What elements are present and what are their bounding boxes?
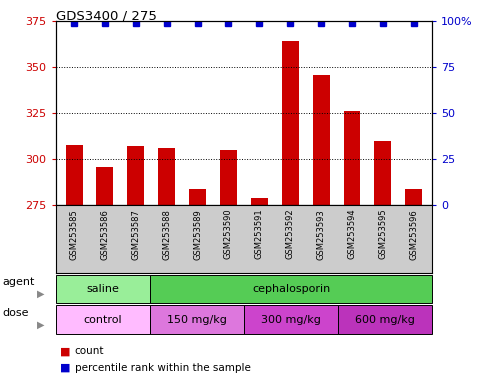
Text: GSM253585: GSM253585 (70, 209, 79, 260)
Bar (251, 198, 268, 205)
Text: GSM253586: GSM253586 (100, 209, 110, 260)
Text: control: control (84, 314, 122, 325)
Text: GSM253589: GSM253589 (193, 209, 202, 260)
Text: cephalosporin: cephalosporin (252, 284, 330, 294)
Bar (374, 141, 391, 205)
Text: ▶: ▶ (37, 319, 45, 329)
Bar (343, 111, 360, 205)
Text: GSM253587: GSM253587 (131, 209, 141, 260)
Text: saline: saline (86, 284, 119, 294)
Text: 150 mg/kg: 150 mg/kg (167, 314, 227, 325)
Bar (158, 148, 175, 205)
Text: ▶: ▶ (37, 288, 45, 299)
Bar (282, 41, 298, 205)
Bar (66, 145, 83, 205)
Bar (405, 189, 422, 205)
Bar (189, 189, 206, 205)
Text: count: count (75, 346, 104, 356)
Text: GSM253595: GSM253595 (378, 209, 387, 260)
Bar (128, 146, 144, 205)
Text: GSM253592: GSM253592 (286, 209, 295, 260)
Bar (220, 150, 237, 205)
Text: agent: agent (2, 277, 35, 287)
Text: ■: ■ (60, 346, 71, 356)
Bar (313, 74, 329, 205)
Text: percentile rank within the sample: percentile rank within the sample (75, 363, 251, 373)
Text: ■: ■ (60, 363, 71, 373)
Text: GSM253596: GSM253596 (409, 209, 418, 260)
Bar (97, 167, 114, 205)
Text: GDS3400 / 275: GDS3400 / 275 (56, 10, 156, 23)
Text: 600 mg/kg: 600 mg/kg (355, 314, 415, 325)
Text: dose: dose (2, 308, 29, 318)
Text: GSM253588: GSM253588 (162, 209, 171, 260)
Text: 300 mg/kg: 300 mg/kg (261, 314, 321, 325)
Text: GSM253591: GSM253591 (255, 209, 264, 260)
Text: GSM253594: GSM253594 (347, 209, 356, 260)
Text: GSM253593: GSM253593 (317, 209, 326, 260)
Text: GSM253590: GSM253590 (224, 209, 233, 260)
